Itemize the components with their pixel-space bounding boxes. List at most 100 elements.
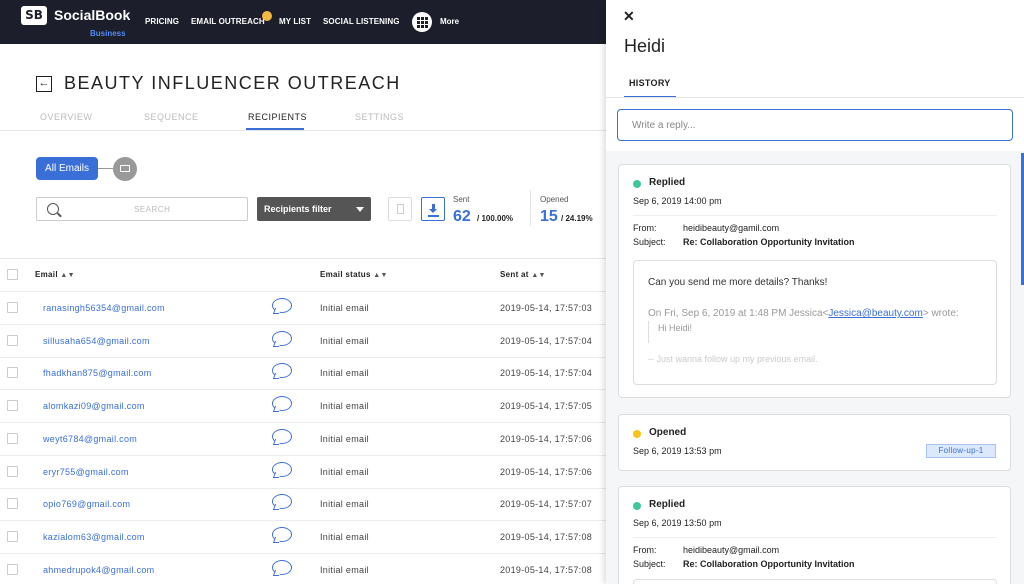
page-title: BEAUTY INFLUENCER OUTREACH	[64, 73, 401, 93]
row-checkbox[interactable]	[7, 302, 18, 313]
close-icon[interactable]: ✕	[623, 8, 635, 24]
row-checkbox[interactable]	[7, 334, 18, 346]
status-dot-icon	[633, 502, 641, 510]
contact-name: Heidi	[624, 36, 666, 56]
subject-value: Re: Collaboration Opportunity Invitation	[683, 559, 855, 569]
logo-icon[interactable]: SB	[21, 6, 47, 25]
divider	[0, 291, 606, 292]
card-date: Sep 6, 2019 13:50 pm	[633, 518, 722, 528]
column-header-email[interactable]: Email ▲▼	[35, 270, 75, 279]
tab-overview[interactable]: OVERVIEW	[40, 112, 93, 122]
stat-opened-value: 15	[540, 208, 558, 225]
column-header-status[interactable]: Email status ▲▼	[320, 270, 388, 279]
row-sent-at: 2019-05-14, 17:57:06	[500, 466, 593, 477]
tab-history[interactable]: HISTORY	[629, 78, 671, 88]
chat-bubble-icon[interactable]	[272, 526, 292, 542]
chat-bubble-icon[interactable]	[272, 461, 292, 477]
row-email[interactable]: opio769@gmail.com	[43, 499, 131, 510]
brand-sub: Business	[90, 29, 126, 38]
row-email[interactable]: ahmedrupok4@gmail.com	[43, 564, 155, 575]
trash-icon[interactable]	[388, 197, 412, 221]
row-sent-at: 2019-05-14, 17:57:04	[500, 335, 593, 346]
search-placeholder: SEARCH	[134, 205, 171, 214]
history-list: Replied Sep 6, 2019 14:00 pm From: heidi…	[606, 151, 1024, 584]
row-email[interactable]: ranasingh56354@gmail.com	[43, 303, 165, 313]
history-card: Replied Sep 6, 2019 13:50 pm From: heidi…	[618, 486, 1011, 584]
row-checkbox[interactable]	[7, 530, 18, 542]
chat-bubble-icon[interactable]	[272, 363, 292, 379]
column-header-sent-at[interactable]: Sent at ▲▼	[500, 270, 546, 279]
row-checkbox[interactable]	[7, 465, 18, 477]
quote-followup: -- Just wanna follow up my previous emai…	[648, 354, 818, 364]
divider	[0, 552, 606, 554]
card-date: Sep 6, 2019 13:53 pm	[633, 446, 722, 456]
row-checkbox[interactable]	[7, 367, 18, 379]
card-status: Replied	[649, 499, 686, 510]
brand-name[interactable]: SocialBook	[54, 7, 131, 23]
search-icon	[47, 203, 59, 215]
grid-icon[interactable]	[412, 12, 432, 32]
row-checkbox[interactable]	[7, 432, 18, 444]
chat-bubble-icon[interactable]	[272, 396, 292, 412]
email-body-text: Can you send me more details? Thanks!	[648, 277, 828, 288]
row-status: Initial email	[320, 564, 369, 575]
row-sent-at: 2019-05-14, 17:57:03	[500, 303, 593, 313]
chat-bubble-icon[interactable]	[272, 298, 292, 313]
row-status: Initial email	[320, 401, 369, 412]
from-label: From:	[633, 223, 657, 233]
nav-more[interactable]: More	[440, 17, 460, 26]
scrollbar[interactable]	[1021, 153, 1024, 285]
quote-greeting: Hi Heidi!	[658, 323, 693, 333]
nav-email-outreach[interactable]: EMAIL OUTREACH	[191, 17, 265, 26]
top-nav: SB SocialBook Business PRICING EMAIL OUT…	[0, 0, 606, 44]
card-status: Replied	[649, 177, 686, 188]
divider	[606, 97, 1024, 98]
row-email[interactable]: weyt6784@gmail.com	[43, 433, 138, 444]
nav-my-list[interactable]: MY LIST	[279, 17, 312, 26]
download-icon[interactable]	[421, 197, 445, 221]
quote-bar	[648, 321, 649, 343]
quote-email-link[interactable]: Jessica@beauty.com	[828, 308, 923, 319]
divider	[0, 422, 606, 424]
row-email[interactable]: eryr755@gmail.com	[43, 466, 129, 477]
back-arrow-icon[interactable]: ←	[36, 76, 52, 92]
nav-social-listening[interactable]: SOCIAL LISTENING	[323, 17, 400, 26]
card-status: Opened	[649, 427, 687, 438]
stat-sent-pct: / 100.00%	[477, 214, 514, 223]
recipients-filter-dropdown[interactable]: Recipients filter	[257, 197, 371, 221]
row-status: Initial email	[320, 303, 369, 313]
search-input[interactable]: SEARCH	[36, 197, 248, 221]
stat-sent-label: Sent	[453, 195, 470, 204]
tab-recipients[interactable]: RECIPIENTS	[248, 112, 308, 122]
divider	[633, 215, 997, 216]
row-checkbox[interactable]	[7, 400, 18, 412]
row-sent-at: 2019-05-14, 17:57:06	[500, 433, 593, 444]
reply-placeholder: Write a reply...	[632, 120, 696, 131]
tab-sequence[interactable]: SEQUENCE	[144, 112, 199, 122]
divider	[0, 520, 606, 522]
tab-settings[interactable]: SETTINGS	[355, 112, 405, 122]
email-body	[633, 579, 997, 584]
chat-bubble-icon[interactable]	[272, 494, 292, 510]
nav-pricing[interactable]: PRICING	[145, 17, 180, 26]
row-checkbox[interactable]	[7, 498, 18, 510]
badge-icon	[262, 11, 272, 21]
row-checkbox[interactable]	[7, 563, 18, 575]
reply-input[interactable]: Write a reply...	[617, 109, 1013, 141]
divider	[0, 487, 606, 489]
row-email[interactable]: kazialom63@gmail.com	[43, 531, 145, 542]
select-all-checkbox[interactable]	[7, 269, 18, 280]
row-email[interactable]: fhadkhan875@gmail.com	[43, 368, 152, 379]
status-dot-icon	[633, 430, 641, 438]
divider	[0, 356, 606, 358]
stat-opened-label: Opened	[540, 195, 569, 204]
chat-bubble-icon[interactable]	[272, 330, 292, 346]
row-status: Initial email	[320, 335, 369, 346]
chat-bubble-icon[interactable]	[272, 428, 292, 444]
row-email[interactable]: sillusaha654@gmail.com	[43, 335, 150, 346]
mail-icon[interactable]	[113, 157, 137, 181]
chat-bubble-icon[interactable]	[272, 559, 292, 575]
all-emails-button[interactable]: All Emails	[36, 157, 98, 180]
row-email[interactable]: alomkazi09@gmail.com	[43, 401, 145, 412]
row-status: Initial email	[320, 433, 369, 444]
